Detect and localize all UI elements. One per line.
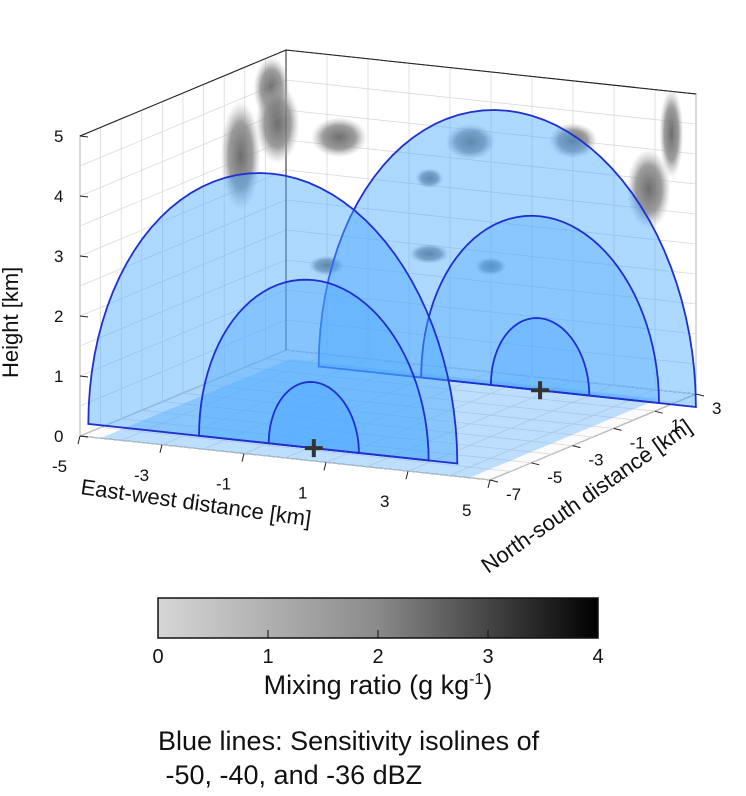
cloud-blob [220, 100, 261, 211]
radar-marker [531, 381, 550, 400]
y-tick-mark [695, 393, 705, 397]
cloud-blob [474, 257, 507, 276]
z-tick-label: 3 [54, 247, 63, 266]
colorbar: 0 1 2 3 4 Mixing ratio (g kg-1) [152, 597, 604, 700]
y-tick-mark [572, 445, 581, 449]
z-tick-label: 1 [54, 367, 63, 386]
z-tick-label: 4 [54, 187, 63, 206]
z-tick-mark [79, 255, 89, 258]
colorbar-label: Mixing ratio (g kg-1) [264, 670, 493, 700]
x-tick-label: 1 [298, 483, 307, 502]
cloud-blob [308, 255, 345, 276]
z-tick-mark [79, 375, 89, 378]
cloud-blob [311, 117, 368, 158]
y-tick-mark [654, 410, 663, 414]
isoline-dome-back-large [317, 109, 697, 408]
isoline-dome-front-small [267, 381, 360, 454]
sensitivity-domes [87, 109, 697, 478]
caption-line-2: -50, -40, and -36 dBZ [158, 760, 423, 790]
y-tick-label: -3 [588, 451, 603, 470]
colorbar-tick-label: 2 [372, 646, 383, 668]
y-tick-label: 1 [671, 416, 680, 435]
z-tick-label: 0 [54, 427, 63, 446]
x-tick-mark [77, 435, 81, 445]
x-tick-label: -5 [52, 457, 67, 476]
z-tick-mark [79, 435, 89, 438]
cloud-blob [415, 168, 444, 189]
x-axis-label: East-west distance [km] [79, 474, 313, 531]
y-tick-mark [613, 427, 622, 431]
x-tick-mark [487, 479, 491, 489]
y-tick-label: -5 [547, 468, 562, 487]
y-tick-label: 3 [712, 399, 721, 418]
radar-markers [304, 381, 550, 458]
x-tick-mark [159, 444, 163, 453]
isoline-dome-front-medium [198, 278, 430, 462]
colorbar-tick-label: 4 [592, 646, 603, 668]
z-tick-mark [79, 195, 89, 198]
cloud-blob [626, 149, 671, 230]
x-tick-label: -1 [216, 475, 231, 494]
colorbar-ticks: 0 1 2 3 4 [152, 630, 604, 668]
isoline-dome-front-large [87, 172, 459, 465]
cloud-blob [255, 83, 300, 164]
x-tick-label: 3 [380, 492, 389, 511]
mixing-ratio-clouds [220, 56, 684, 276]
x-tick-mark [405, 471, 409, 480]
caption-line-1: Blue lines: Sensitivity isolines of [158, 726, 540, 756]
z-tick-mark [79, 315, 89, 318]
colorbar-tick-label: 3 [482, 646, 493, 668]
y-tick-label: -7 [506, 485, 521, 504]
isoline-dome-back-small [489, 317, 591, 397]
x-tick-mark [241, 453, 245, 462]
cloud-blob [445, 123, 496, 160]
z-axis-label: Height [km] [0, 267, 23, 378]
z-tick-label: 2 [54, 307, 63, 326]
cloud-blob [659, 88, 684, 179]
x-tick-label: 5 [462, 501, 471, 520]
x-tick-label: -3 [134, 466, 149, 485]
x-tick-mark [323, 462, 327, 471]
y-tick-mark [489, 479, 499, 483]
radar-marker [304, 439, 323, 458]
z-tick-mark [79, 135, 89, 138]
y-tick-label: -1 [630, 433, 645, 452]
axis-ticks: 0 1 2 3 4 5 -5 -3 -1 1 3 5 -7 -5 -3 -1 1 3 [52, 127, 721, 520]
y-tick-mark [531, 462, 540, 466]
isoline-dome-back-medium [420, 214, 660, 405]
colorbar-tick-label: 0 [152, 646, 163, 668]
colorbar-tick-label: 1 [262, 646, 273, 668]
cloud-blob [549, 122, 597, 159]
cloud-blob [409, 243, 450, 264]
z-tick-label: 5 [54, 127, 63, 146]
